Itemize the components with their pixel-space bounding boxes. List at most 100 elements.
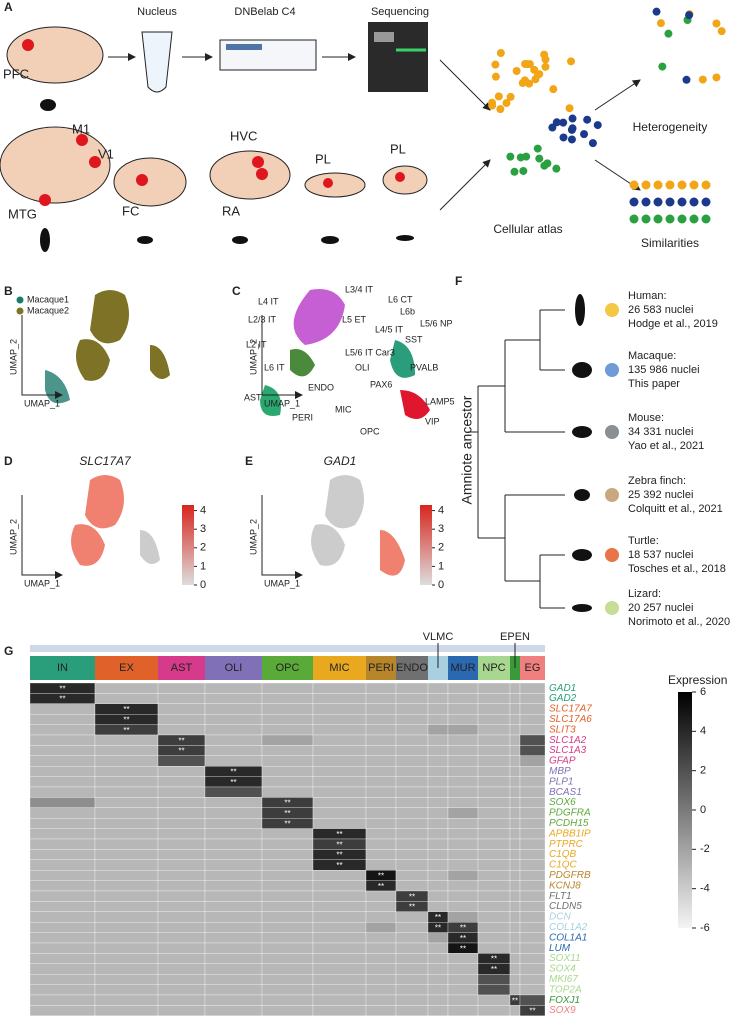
heatmap-cell <box>395 963 429 975</box>
heatmap-cell <box>365 755 397 767</box>
significance-label: ** <box>491 955 497 964</box>
gene-label: PDGFRA <box>549 808 591 819</box>
heatmap-cell <box>29 734 96 746</box>
cell-dot <box>548 123 557 132</box>
tree-axis-label: Amniote ancestor <box>459 395 475 504</box>
gene-title: GAD1 <box>324 454 357 468</box>
species-source: Norimoto et al., 2020 <box>628 616 730 628</box>
heatmap-cell <box>312 786 367 798</box>
heatmap-cell <box>261 932 314 944</box>
cluster-label: SST <box>405 334 423 344</box>
heatmap-cell <box>312 963 367 975</box>
gene-label: SLIT3 <box>549 724 576 735</box>
heatmap-cell <box>427 942 449 954</box>
cluster-label: L4/5 IT <box>375 324 404 334</box>
heatmap-cell <box>477 755 511 767</box>
heatmap-cell <box>509 714 521 725</box>
heatmap-cell <box>204 932 263 944</box>
heatmap-cell <box>157 786 206 798</box>
species-dot <box>605 363 619 377</box>
heatmap-cell <box>204 890 263 902</box>
heatmap-cell <box>29 807 96 819</box>
heatmap-cell <box>29 786 96 798</box>
species-name: Turtle: <box>628 535 659 547</box>
heatmap-cell <box>519 911 546 923</box>
gene-label: BCAS1 <box>549 787 582 798</box>
cell-dot <box>588 139 597 148</box>
heatmap-cell <box>261 911 314 923</box>
species-dot <box>605 488 619 502</box>
cell-dot <box>533 144 542 153</box>
colorbar-tick-label: 4 <box>700 725 706 737</box>
heatmap-cell <box>477 818 511 829</box>
cell-dot <box>677 214 687 224</box>
heatmap-cell <box>477 849 511 860</box>
heatmap-cell <box>365 766 397 777</box>
heatmap-cell <box>519 870 546 881</box>
panel-label: A <box>4 0 13 14</box>
heatmap-cell <box>261 693 314 704</box>
heatmap-cell <box>509 890 521 902</box>
heatmap-cell <box>157 693 206 704</box>
species-name: Zebra finch: <box>628 475 686 487</box>
heatmap-cell <box>204 682 263 694</box>
heatmap-cell <box>312 942 367 954</box>
species-dot <box>605 601 619 615</box>
heatmap-cell <box>157 838 206 850</box>
heatmap-cell <box>395 994 429 1006</box>
umap-axis <box>261 495 303 579</box>
panel-label: G <box>4 644 13 658</box>
species-icons <box>572 294 592 612</box>
cell-dot <box>496 105 505 114</box>
group-label: NPC <box>482 662 505 674</box>
heatmap-cell <box>312 890 367 902</box>
axis-label: UMAP_2 <box>8 519 18 555</box>
heatmap-cell <box>29 818 96 829</box>
group-label: EX <box>119 662 134 674</box>
cell-dot <box>701 197 711 207</box>
heatmap-cell <box>395 932 429 944</box>
significance-label: ** <box>230 768 236 777</box>
gene-label: COL1A2 <box>549 922 588 933</box>
species-count: 20 257 nuclei <box>628 602 693 614</box>
significance-label: ** <box>178 736 184 745</box>
heatmap-cell <box>519 807 546 819</box>
axis-label: UMAP_2 <box>248 519 258 555</box>
gene-label: SOX4 <box>549 964 576 975</box>
cell-dot <box>516 153 525 162</box>
heatmap-cell <box>312 714 367 725</box>
cluster-label: OLI <box>355 362 370 372</box>
heatmap-cell <box>94 776 159 788</box>
heatmap-cell <box>29 849 96 860</box>
heatmap-cell <box>204 922 263 933</box>
colorbar <box>182 505 194 585</box>
heatmap-cell <box>447 818 479 829</box>
heatmap-cell <box>477 942 511 954</box>
heatmap-cell <box>477 693 511 704</box>
heatmap-cell <box>312 901 367 912</box>
heatmap-cell <box>477 911 511 923</box>
cell-dot <box>685 11 694 20</box>
heatmap-cell <box>509 838 521 850</box>
heatmap-cell <box>94 734 159 746</box>
heatmap-cell <box>427 776 449 788</box>
gene-label: PLP1 <box>549 776 573 787</box>
heatmap-cell <box>519 703 546 715</box>
heatmap-cell <box>509 932 521 944</box>
colorbar <box>678 692 692 928</box>
cell-dot <box>523 60 532 69</box>
heatmap-cell <box>365 1005 397 1016</box>
heatmap-cell <box>509 922 521 933</box>
heatmap-cell <box>204 714 263 725</box>
heatmap-cell <box>427 693 449 704</box>
colorbar-tick-label: 6 <box>700 686 706 698</box>
species-source: This paper <box>628 378 680 390</box>
heatmap-cell <box>427 734 449 746</box>
significance-label: ** <box>491 965 497 974</box>
cell-dot <box>488 101 497 110</box>
heatmap-cell <box>447 724 479 736</box>
heatmap-cell <box>365 942 397 954</box>
heatmap-cell <box>261 734 314 746</box>
heatmap-cell <box>157 797 206 808</box>
heatmap-cell <box>157 932 206 944</box>
